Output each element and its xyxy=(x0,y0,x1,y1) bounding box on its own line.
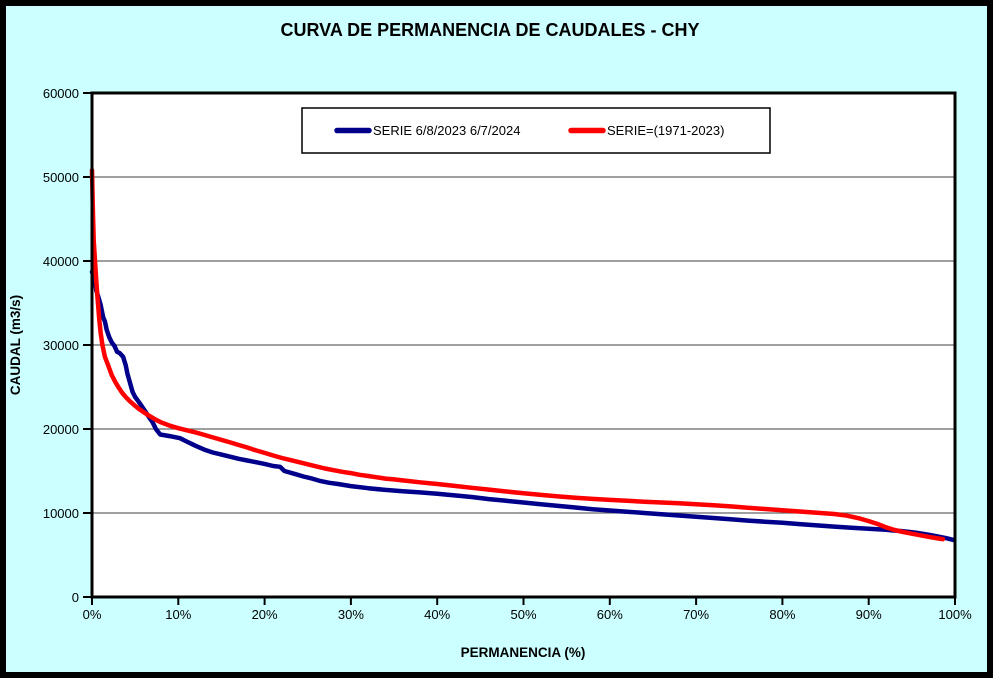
x-tick-label: 20% xyxy=(252,607,278,622)
y-tick-label: 60000 xyxy=(43,86,79,101)
chart-title: CURVA DE PERMANENCIA DE CAUDALES - CHY xyxy=(280,20,699,40)
x-tick-label: 0% xyxy=(83,607,102,622)
legend-label-serie-1971-2023: SERIE=(1971-2023) xyxy=(607,123,724,138)
series-line-serie-1971-2023 xyxy=(89,168,946,542)
x-tick-label: 30% xyxy=(338,607,364,622)
y-tick-label: 50000 xyxy=(43,170,79,185)
x-tick-label: 70% xyxy=(683,607,709,622)
x-tick-label: 80% xyxy=(769,607,795,622)
x-tick-label: 10% xyxy=(165,607,191,622)
x-axis-title: PERMANENCIA (%) xyxy=(461,645,586,660)
x-tick-label: 90% xyxy=(856,607,882,622)
legend-box xyxy=(301,107,771,154)
series-line-serie-2023-2024 xyxy=(89,269,956,543)
x-tick-label: 50% xyxy=(510,607,536,622)
y-tick-label: 0 xyxy=(72,590,79,605)
x-tick-label: 100% xyxy=(938,607,972,622)
y-axis-title: CAUDAL (m3/s) xyxy=(8,295,23,395)
y-tick-label: 10000 xyxy=(43,506,79,521)
legend-label-serie-2023-2024: SERIE 6/8/2023 6/7/2024 xyxy=(373,123,520,138)
y-tick-label: 40000 xyxy=(43,254,79,269)
y-tick-label: 20000 xyxy=(43,422,79,437)
x-tick-label: 60% xyxy=(597,607,623,622)
y-tick-label: 30000 xyxy=(43,338,79,353)
x-tick-label: 40% xyxy=(424,607,450,622)
plot-border xyxy=(90,91,957,599)
